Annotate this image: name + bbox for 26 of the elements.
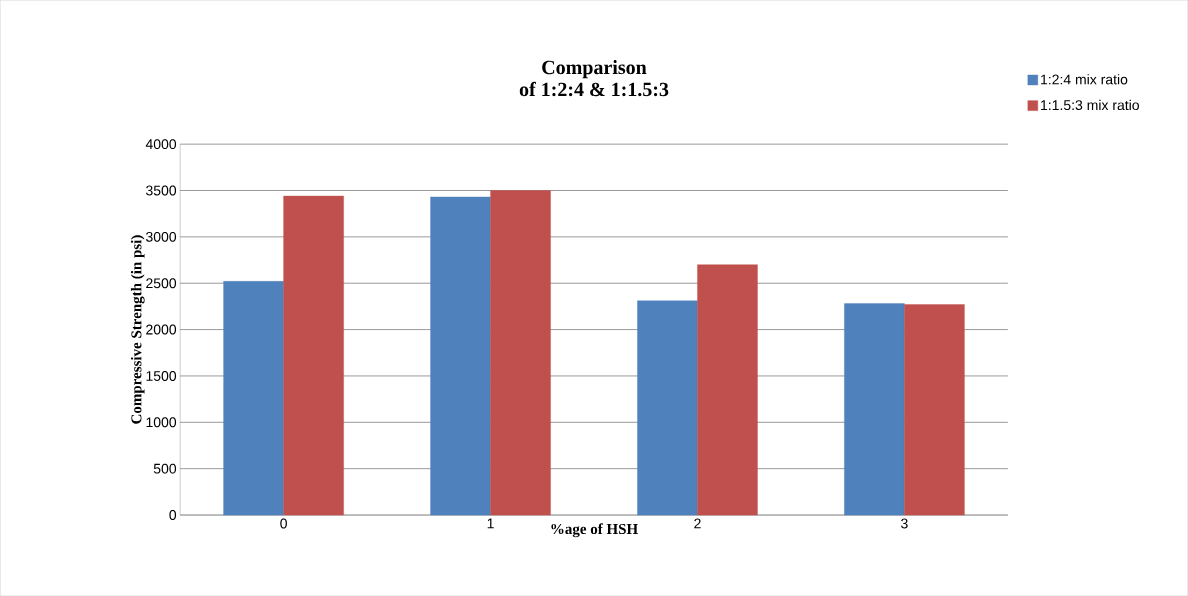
x-tick-label: 1: [487, 518, 494, 529]
y-tick-label: 2000: [146, 324, 177, 335]
y-tick-label: 0: [169, 509, 177, 520]
y-axis-title: Compressive Strength (in psi): [130, 235, 145, 424]
chart-title: Comparison of 1:2:4 & 1:1.5:3: [519, 59, 669, 97]
y-tick-label: 1000: [146, 417, 177, 428]
bar: [223, 281, 284, 516]
legend-label: 1:2:4 mix ratio: [1041, 74, 1128, 85]
x-tick-label: 0: [280, 518, 287, 529]
y-tick-label: 4000: [145, 139, 177, 150]
y-tick-label: 1500: [146, 370, 177, 381]
legend-label: 1:1.5:3 mix ratio: [1041, 99, 1139, 110]
bar: [697, 264, 758, 516]
x-axis-title: %age of HSH: [551, 523, 638, 538]
bar: [430, 196, 491, 516]
bar: [637, 300, 698, 516]
x-tick-label: 3: [901, 518, 908, 529]
bar: [844, 303, 905, 516]
y-tick-label: 3500: [146, 185, 177, 196]
y-tick-label: 3000: [146, 231, 177, 242]
bar: [904, 304, 965, 516]
x-tick-label: 2: [694, 518, 701, 529]
bar: [490, 190, 551, 516]
bar: [283, 195, 344, 516]
y-tick-label: 500: [153, 463, 177, 474]
y-tick-label: 2500: [146, 278, 177, 289]
